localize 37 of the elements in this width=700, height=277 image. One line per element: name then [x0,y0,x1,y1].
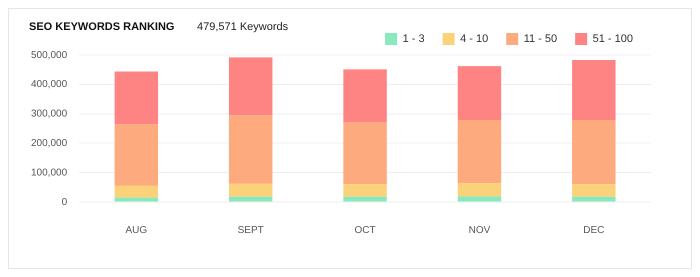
y-tick-label: 100,000 [30,167,68,178]
y-tick-label: 500,000 [30,50,68,61]
chart-subtitle: 479,571 Keywords [197,21,288,33]
legend-label: 11 - 50 [524,33,558,46]
chart-title: SEO KEYWORDS RANKING [29,21,174,33]
y-tick-label: 200,000 [30,138,68,149]
bar [458,120,502,184]
legend-label: 4 - 10 [460,33,488,46]
legend-label: 1 - 3 [402,33,425,46]
bar [572,120,616,184]
x-tick-label: DEC [583,224,604,236]
bar [114,186,158,198]
x-tick-label: SEPT [238,224,264,236]
x-tick-label: AUG [125,224,148,236]
bar [572,60,616,120]
bar [343,184,387,197]
bar [572,184,616,197]
bar [458,183,502,196]
bar [228,196,272,202]
y-tick-label: 400,000 [30,79,68,90]
bar [343,69,387,122]
bar [228,183,272,197]
bar [458,196,502,202]
bar [228,57,272,116]
bar [343,122,387,184]
bar [458,66,502,120]
bar [114,198,158,202]
bar [228,115,272,184]
x-tick-label: NOV [468,224,491,236]
x-tick-label: OCT [354,224,376,236]
legend-label: 51 - 100 [592,33,634,46]
y-tick-label: 300,000 [30,108,68,120]
bar [114,124,158,186]
bar [114,71,158,124]
bar [572,196,616,202]
y-tick-label: 0 [62,196,68,208]
bar [343,196,387,202]
